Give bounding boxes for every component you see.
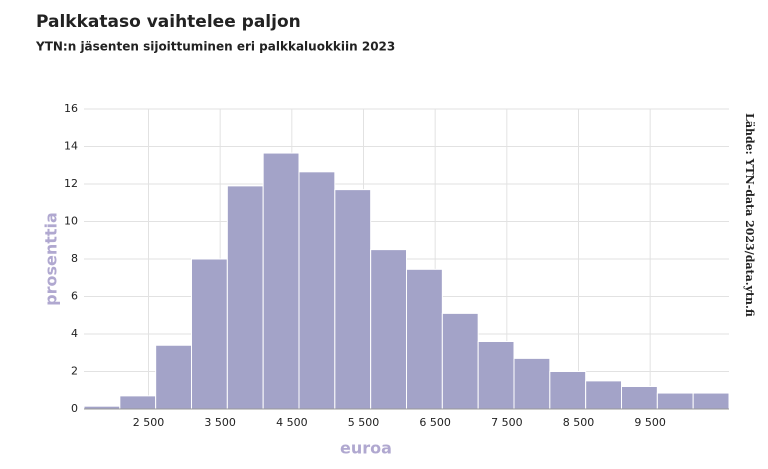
source: Lähde: YTN-data 2023/data.ytn.fi: [743, 113, 756, 317]
x-tick-label: 6 500: [419, 416, 451, 429]
y-tick-label: 10: [64, 215, 78, 228]
y-tick-label: 6: [71, 290, 78, 303]
bar: [585, 380, 623, 410]
bar: [477, 341, 515, 410]
y-tick-label: 4: [71, 327, 78, 340]
bar: [621, 386, 658, 410]
x-tick-label: 2 500: [133, 416, 165, 429]
bar: [692, 392, 730, 410]
x-tick-label: 3 500: [204, 416, 236, 429]
y-tick-label: 0: [71, 402, 78, 415]
x-axis-label: euroa: [340, 439, 392, 458]
y-tick-label: 16: [64, 102, 78, 115]
bar: [656, 392, 694, 410]
bar: [441, 312, 479, 410]
y-tick-label: 2: [71, 365, 78, 378]
x-tick-label: 9 500: [634, 416, 666, 429]
bar: [226, 185, 264, 410]
x-tick-label: 8 500: [563, 416, 595, 429]
chart-subtitle: YTN:n jäsenten sijoittuminen eri palkkal…: [35, 40, 395, 54]
y-axis-label: prosenttia: [42, 212, 61, 306]
bar: [370, 249, 407, 410]
x-tick-label: 7 500: [491, 416, 523, 429]
bar: [262, 152, 300, 410]
bar: [298, 171, 336, 410]
bar: [406, 268, 443, 410]
bar: [513, 357, 551, 410]
bar: [119, 395, 157, 410]
bar: [155, 344, 193, 410]
bar: [334, 189, 372, 410]
y-tick-label: 14: [64, 140, 78, 153]
chart-title: Palkkataso vaihtelee paljon: [36, 12, 301, 32]
y-tick-label: 8: [71, 252, 78, 265]
y-tick-label: 12: [64, 177, 78, 190]
bar: [549, 371, 587, 410]
bar: [191, 258, 228, 410]
x-tick-label: 4 500: [276, 416, 308, 429]
x-tick-label: 5 500: [348, 416, 380, 429]
